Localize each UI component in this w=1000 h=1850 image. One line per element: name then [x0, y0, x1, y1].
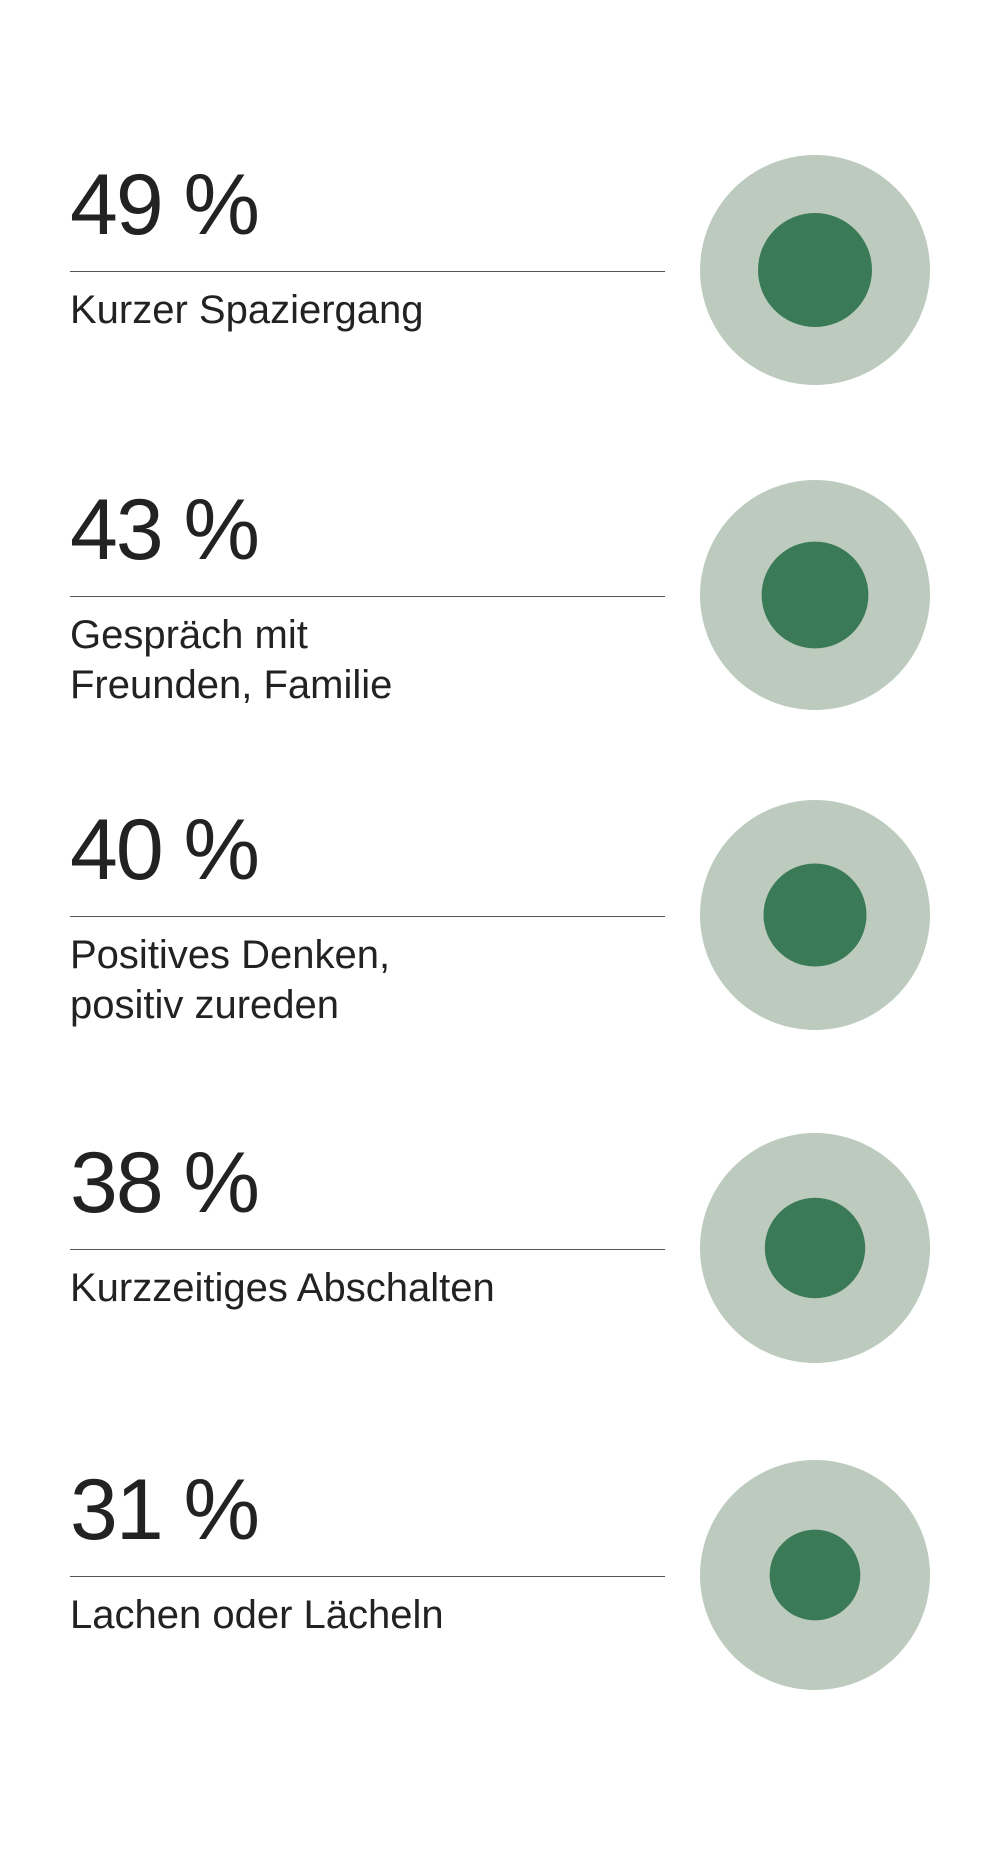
item-3: 40 % Positives Denken, positiv zureden	[0, 785, 1000, 1045]
item-label: Positives Denken, positiv zureden	[70, 933, 391, 1027]
bubble-mark	[700, 1133, 930, 1363]
divider-line	[70, 271, 665, 272]
percent-value: 49 %	[70, 157, 260, 253]
bubble-inner-circle	[769, 1529, 861, 1621]
percent-value: 31 %	[70, 1462, 260, 1558]
item-5: 31 % Lachen oder Lächeln	[0, 1445, 1000, 1705]
item-4: 38 % Kurzzeitiges Abschalten	[0, 1118, 1000, 1378]
bubble-inner-circle	[758, 213, 872, 327]
percent-value: 38 %	[70, 1135, 260, 1231]
item-1: 49 % Kurzer Spaziergang	[0, 140, 1000, 400]
bubble-mark	[700, 155, 930, 385]
item-label: Gespräch mit Freunden, Familie	[70, 613, 393, 707]
percent-value: 40 %	[70, 802, 260, 898]
bubble-inner-circle	[763, 863, 867, 967]
bubble-mark	[700, 480, 930, 710]
item-label: Lachen oder Lächeln	[70, 1593, 444, 1637]
divider-line	[70, 596, 665, 597]
percent-value: 43 %	[70, 482, 260, 578]
divider-line	[70, 916, 665, 917]
item-label: Kurzer Spaziergang	[70, 288, 424, 332]
bubble-inner-circle	[764, 1197, 866, 1299]
bubble-inner-circle	[761, 541, 869, 649]
bubble-mark	[700, 800, 930, 1030]
item-2: 43 % Gespräch mit Freunden, Familie	[0, 465, 1000, 725]
bubble-mark	[700, 1460, 930, 1690]
divider-line	[70, 1249, 665, 1250]
divider-line	[70, 1576, 665, 1577]
item-label: Kurzzeitiges Abschalten	[70, 1266, 495, 1310]
